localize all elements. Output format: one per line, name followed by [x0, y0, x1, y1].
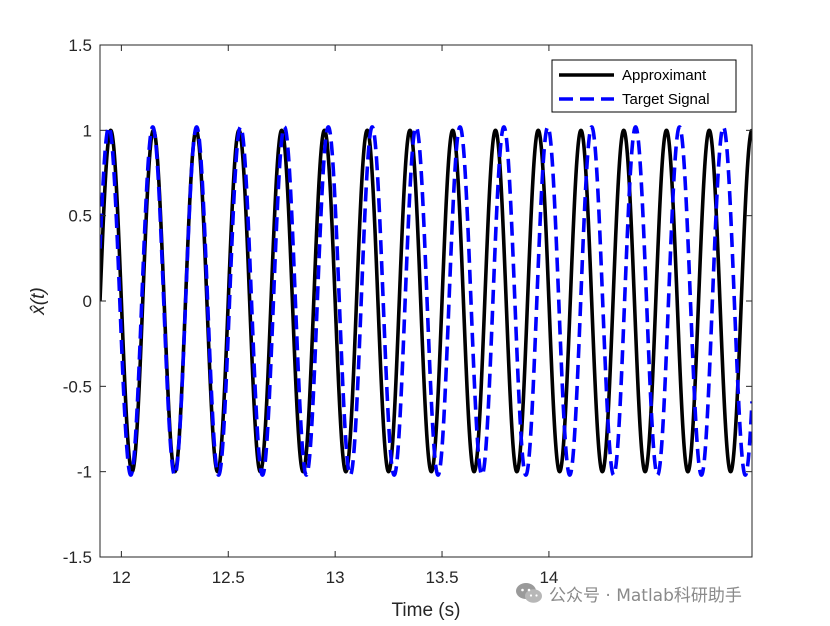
watermark: 公众号 · Matlab科研助手: [515, 580, 742, 606]
y-tick-label: -1.5: [63, 548, 92, 567]
y-axis-title: x̂(t): [28, 287, 49, 315]
y-tick-label: -0.5: [63, 377, 92, 396]
y-tick-label: 1: [83, 121, 92, 140]
legend: Approximant Target Signal: [551, 59, 737, 113]
x-tick-label: 13: [326, 568, 345, 587]
watermark-text: 公众号 · Matlab科研助手: [549, 585, 742, 606]
x-tick-label: 12.5: [212, 568, 245, 587]
y-tick-label: 0: [83, 292, 92, 311]
series-line-approximant: [100, 128, 752, 474]
x-axis-title: Time (s): [392, 600, 461, 621]
x-tick-label: 13.5: [425, 568, 458, 587]
axes: 12 12.5 13 13.5 14 1.5 1 0.5 0 -0.5 -1 -1.5: [63, 36, 753, 587]
y-tick-label: 1.5: [68, 36, 92, 55]
y-tick-label: 0.5: [68, 207, 92, 226]
legend-label-approximant: Approximant: [622, 67, 707, 84]
plot-marks: [100, 125, 752, 477]
y-tick-label: -1: [77, 463, 92, 482]
legend-label-target-signal: Target Signal: [622, 91, 710, 108]
wechat-icon: [516, 583, 542, 603]
legend-box: [551, 59, 737, 113]
x-tick-label: 12: [112, 568, 131, 587]
x-tick-label: 14: [539, 568, 558, 587]
